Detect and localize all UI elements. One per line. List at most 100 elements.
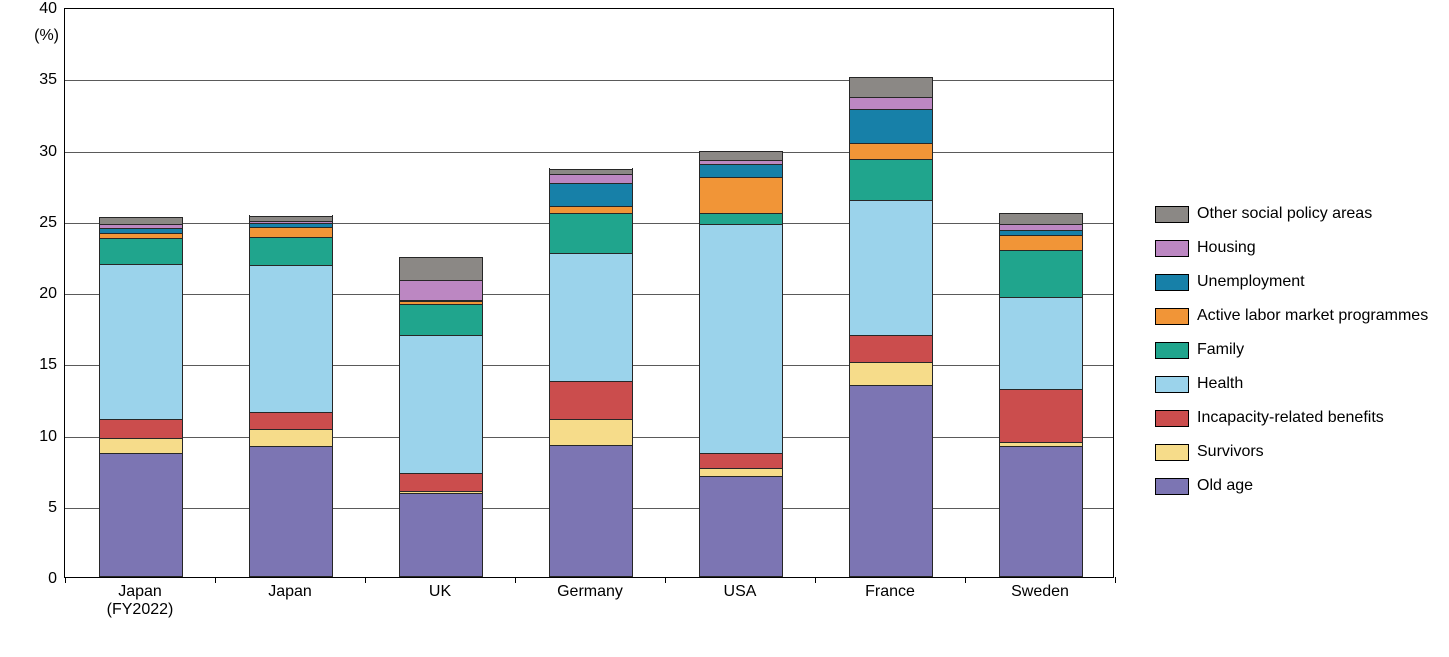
legend-label: Survivors (1197, 443, 1264, 461)
segment-old_age (250, 446, 333, 576)
legend: Other social policy areas Housing Unemploy… (1155, 195, 1428, 505)
segment-almp (700, 177, 783, 213)
y-tick-label: 25 (39, 214, 65, 232)
legend-swatch (1155, 240, 1189, 257)
segment-almp (1000, 235, 1083, 249)
segment-incapacity (250, 412, 333, 429)
segment-survivors (250, 429, 333, 446)
y-tick-label: 30 (39, 143, 65, 161)
segment-housing (850, 97, 933, 108)
legend-item: Unemployment (1155, 267, 1428, 297)
segment-old_age (100, 453, 183, 576)
segment-incapacity (100, 419, 183, 438)
segment-other (100, 217, 183, 224)
legend-swatch (1155, 410, 1189, 427)
segment-family (100, 238, 183, 264)
segment-survivors (550, 419, 633, 445)
segment-health (550, 253, 633, 381)
legend-label: Other social policy areas (1197, 205, 1372, 223)
legend-item: Active labor market programmes (1155, 301, 1428, 331)
legend-swatch (1155, 444, 1189, 461)
x-tick-label: France (865, 577, 915, 601)
segment-health (850, 200, 933, 335)
segment-health (700, 224, 783, 453)
legend-label: Family (1197, 341, 1244, 359)
segment-unemployment (550, 183, 633, 206)
legend-item: Survivors (1155, 437, 1428, 467)
segment-incapacity (700, 453, 783, 467)
legend-swatch (1155, 478, 1189, 495)
segment-housing (550, 174, 633, 183)
segment-other (400, 257, 483, 280)
x-tick-mark (965, 577, 966, 583)
x-tick-label: USA (724, 577, 757, 601)
y-tick-label: 40 (39, 0, 65, 18)
y-unit-label: (%) (34, 27, 65, 45)
legend-item: Other social policy areas (1155, 199, 1428, 229)
y-tick-label: 15 (39, 356, 65, 374)
segment-health (100, 264, 183, 419)
segment-incapacity (550, 381, 633, 419)
x-tick-mark (515, 577, 516, 583)
legend-item: Family (1155, 335, 1428, 365)
segment-almp (550, 206, 633, 213)
segment-other (700, 151, 783, 160)
segment-almp (850, 143, 933, 159)
segment-unemployment (700, 164, 783, 177)
segment-old_age (1000, 446, 1083, 576)
segment-family (1000, 250, 1083, 297)
x-tick-label: UK (429, 577, 451, 601)
x-tick-mark (365, 577, 366, 583)
segment-almp (250, 227, 333, 237)
y-tick-label: 10 (39, 428, 65, 446)
y-tick-label: 0 (48, 570, 65, 588)
segment-incapacity (400, 473, 483, 490)
y-tick-label: 20 (39, 285, 65, 303)
segment-family (700, 213, 783, 224)
segment-housing (400, 280, 483, 300)
legend-label: Old age (1197, 477, 1253, 495)
segment-family (550, 213, 633, 253)
y-tick-label: 35 (39, 71, 65, 89)
segment-survivors (100, 438, 183, 454)
legend-label: Unemployment (1197, 273, 1305, 291)
legend-label: Active labor market programmes (1197, 307, 1428, 325)
x-tick-mark (65, 577, 66, 583)
x-tick-label: Germany (557, 577, 623, 601)
x-tick-mark (215, 577, 216, 583)
legend-label: Incapacity-related benefits (1197, 409, 1384, 427)
bar (999, 213, 1084, 577)
x-tick-mark (815, 577, 816, 583)
segment-family (250, 237, 333, 266)
legend-item: Old age (1155, 471, 1428, 501)
legend-swatch (1155, 376, 1189, 393)
segment-old_age (850, 385, 933, 576)
segment-other (850, 77, 933, 97)
legend-label: Housing (1197, 239, 1256, 257)
x-tick-mark (665, 577, 666, 583)
bar (699, 151, 784, 577)
legend-item: Health (1155, 369, 1428, 399)
x-tick-label: Japan (268, 577, 312, 601)
bar (849, 77, 934, 577)
legend-swatch (1155, 308, 1189, 325)
x-tick-mark (1115, 577, 1116, 583)
x-tick-label: Sweden (1011, 577, 1069, 601)
plot-area: 0510152025303540(%)Japan (FY2022)JapanUK… (64, 8, 1114, 578)
segment-family (400, 304, 483, 335)
bar (99, 217, 184, 577)
segment-survivors (700, 468, 783, 477)
segment-health (1000, 297, 1083, 390)
segment-old_age (700, 476, 783, 576)
x-tick-label: Japan (FY2022) (107, 577, 174, 619)
segment-health (400, 335, 483, 473)
legend-swatch (1155, 206, 1189, 223)
bar (399, 257, 484, 577)
segment-survivors (850, 362, 933, 385)
chart-wrap: 0510152025303540(%)Japan (FY2022)JapanUK… (0, 0, 1449, 657)
bars (65, 9, 1113, 577)
segment-other (1000, 213, 1083, 224)
bar (249, 215, 334, 577)
segment-unemployment (850, 109, 933, 143)
segment-family (850, 159, 933, 200)
